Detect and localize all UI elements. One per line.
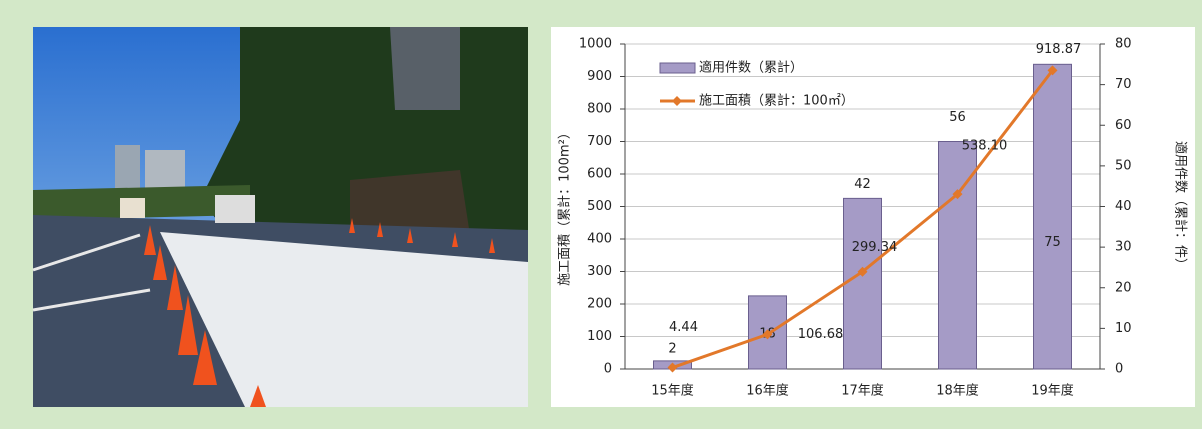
y-tick-label: 700 (587, 134, 612, 149)
legend-swatch (659, 62, 696, 74)
line-marker (667, 362, 678, 373)
y-tick-label: 400 (587, 232, 612, 247)
line-value-label: 299.34 (852, 240, 898, 255)
y2-tick-label: 20 (1115, 280, 1132, 295)
x-tick-label: 19年度 (1031, 383, 1074, 399)
line-marker (857, 266, 868, 277)
x-tick-label: 17年度 (841, 383, 884, 399)
y2-tick-label: 70 (1115, 77, 1132, 92)
x-tick-label: 18年度 (936, 383, 979, 399)
y-tick-label: 800 (587, 102, 612, 117)
legend-label: 適用件数（累計） (699, 60, 803, 76)
line-value-label: 918.87 (1036, 42, 1082, 57)
photo (32, 27, 528, 407)
line-marker (762, 329, 773, 340)
bar (843, 197, 882, 370)
bar-value-label: 75 (1044, 235, 1061, 250)
legend-marker (672, 96, 682, 106)
line-marker (952, 189, 963, 200)
y-tick-label: 300 (587, 264, 612, 279)
legend-label: 施工面積（累計：100㎡） (699, 93, 854, 109)
y2-axis-title: 適用件数（累計：件） (1173, 141, 1189, 271)
y-tick-label: 200 (587, 297, 612, 312)
line-marker (1047, 65, 1058, 76)
y-tick-label: 0 (604, 362, 612, 377)
y-tick-label: 100 (587, 329, 612, 344)
line-value-label: 106.68 (798, 327, 844, 342)
y2-tick-label: 60 (1115, 118, 1132, 133)
y-tick-label: 500 (587, 199, 612, 214)
x-tick-label: 16年度 (746, 383, 789, 399)
bar (1033, 63, 1072, 370)
y-tick-label: 1000 (579, 37, 612, 52)
bar-value-label: 42 (854, 177, 871, 192)
y-tick-label: 600 (587, 167, 612, 182)
y2-tick-label: 30 (1115, 240, 1132, 255)
line-value-label: 538.10 (962, 139, 1008, 154)
y2-tick-label: 0 (1115, 362, 1123, 377)
x-tick-label: 15年度 (651, 383, 694, 399)
y2-tick-label: 40 (1115, 199, 1132, 214)
y2-tick-label: 50 (1115, 158, 1132, 173)
y-axis-title: 施工面積（累計：100m²） (557, 126, 573, 286)
bar-value-label: 56 (949, 110, 966, 125)
line-value-label: 4.44 (669, 320, 698, 335)
bar-value-label: 2 (668, 341, 676, 356)
y2-tick-label: 10 (1115, 321, 1132, 336)
y2-tick-label: 80 (1115, 37, 1132, 52)
y-tick-label: 900 (587, 69, 612, 84)
